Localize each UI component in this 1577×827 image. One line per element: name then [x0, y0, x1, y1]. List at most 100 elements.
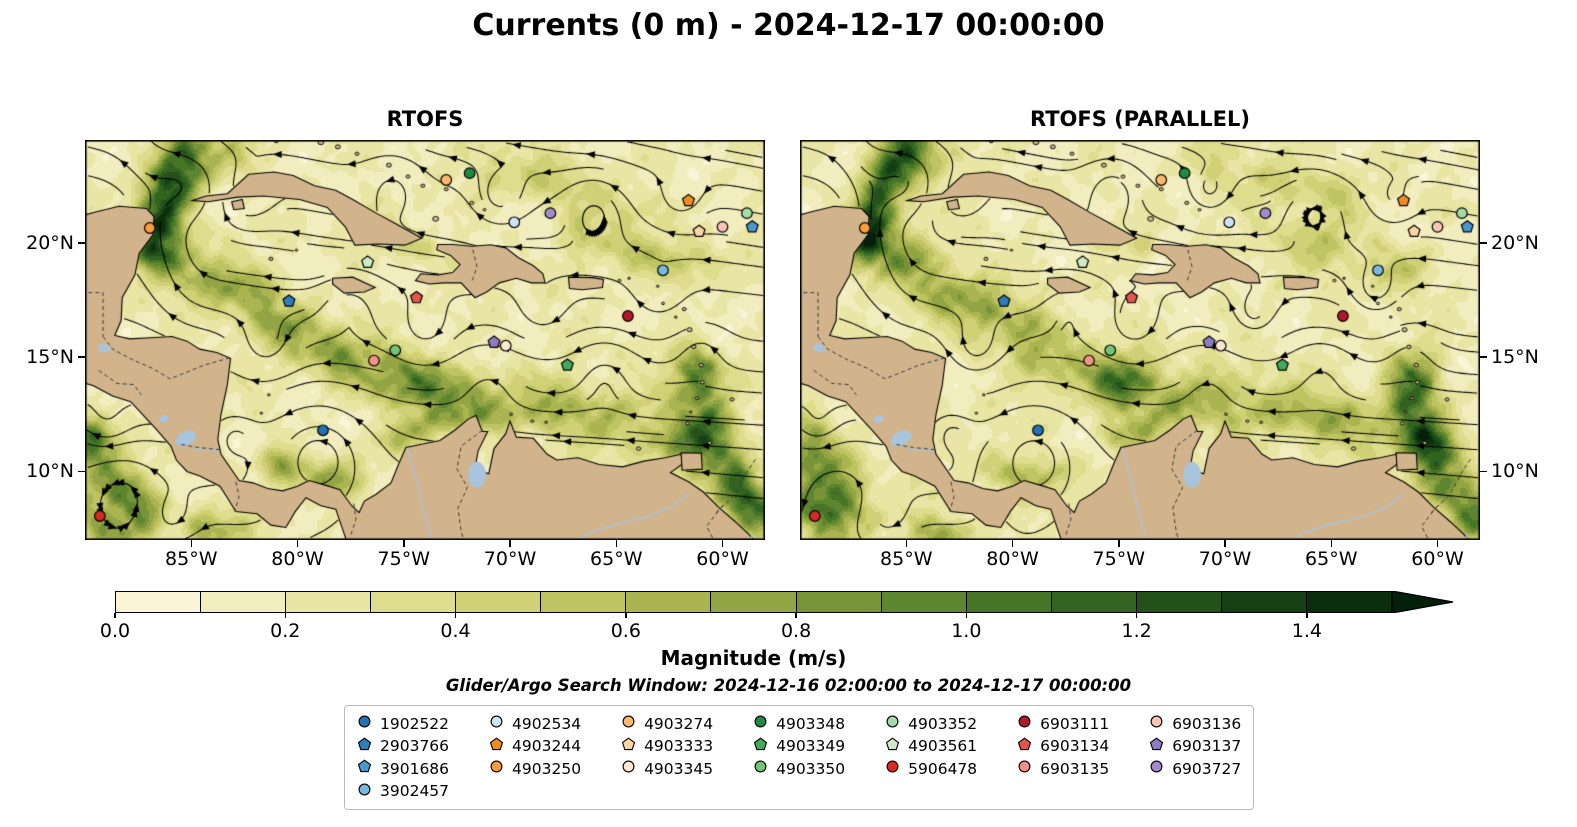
figure-title: Currents (0 m) - 2024-12-17 00:00:00 [472, 8, 1105, 43]
colorbar-tick-label: 0.2 [270, 620, 301, 642]
colorbar-segment [966, 592, 1052, 612]
lon-tick-label: 70°W [483, 548, 537, 570]
pentagon-marker-icon [1017, 737, 1032, 756]
lat-tick-label: 10°N [26, 460, 74, 483]
lon-tick [190, 540, 192, 547]
colorbar-tick [454, 613, 457, 618]
colorbar-tick [1306, 613, 1308, 618]
circle-marker-icon [1017, 714, 1032, 733]
lat-tick-label: 20°N [1491, 231, 1539, 254]
colorbar-segment [201, 592, 287, 612]
circle-marker-icon [1149, 714, 1164, 733]
pentagon-marker-icon [357, 737, 372, 756]
pentagon-marker-icon [885, 737, 900, 756]
legend-float-id: 1902522 [380, 714, 450, 733]
colorbar-tick-label: 0.6 [610, 620, 641, 642]
colorbar-segment [1306, 592, 1391, 612]
legend-item: 4902534 [489, 713, 581, 735]
legend-item: 4903349 [753, 736, 845, 758]
panel-rtofs: RTOFS 85°W 80°W 75°W 70°W 65°W 60°W 20°N 15°N 10… [26, 107, 765, 570]
legend-column: 4903348 4903349 4903350 [753, 713, 845, 802]
colorbar-segment [541, 592, 627, 612]
legend-item: 4903333 [621, 736, 713, 758]
lon-tick-label: 75°W [1092, 548, 1145, 570]
legend-item: 4903561 [885, 736, 977, 758]
legend-item: 5906478 [885, 758, 977, 780]
legend-item: 6903136 [1149, 713, 1241, 735]
colorbar-tick [965, 613, 968, 618]
lon-tick [403, 540, 405, 547]
lon-tick [296, 540, 299, 547]
lon-tick-label: 65°W [1305, 548, 1358, 570]
lon-tick [1436, 540, 1439, 547]
legend-float-id: 5906478 [908, 759, 978, 778]
legend-float-id: 6903137 [1172, 737, 1242, 756]
lon-tick-label: 60°W [1411, 548, 1464, 570]
lon-tick [615, 540, 617, 547]
legend-item: 4903250 [489, 758, 581, 780]
lon-tick [905, 540, 907, 547]
legend-item: 6903134 [1017, 736, 1109, 758]
circle-marker-icon [753, 714, 768, 733]
legend-float-id: 4903349 [776, 737, 846, 756]
colorbar [115, 591, 1392, 613]
lon-tick-label: 70°W [1198, 548, 1252, 570]
legend-item: 3901686 [357, 758, 449, 780]
circle-marker-icon [489, 759, 504, 778]
legend-item: 4903348 [753, 713, 845, 735]
lon-tick-label: 85°W [880, 548, 933, 570]
legend-column: 4903352 4903561 5906478 [885, 713, 977, 802]
circle-marker-icon [753, 759, 768, 778]
legend-item: 6903727 [1149, 758, 1241, 780]
colorbar-tick-label: 0.4 [440, 620, 471, 642]
map-canvas-rtofs-parallel [800, 140, 1480, 540]
legend-float-id: 4903350 [776, 759, 846, 778]
colorbar-tick [1135, 613, 1138, 618]
circle-marker-icon [885, 759, 900, 778]
pentagon-marker-icon [753, 737, 768, 756]
colorbar-tick-label: 1.2 [1121, 620, 1152, 642]
legend-float-id: 6903134 [1040, 737, 1110, 756]
legend-item: 1902522 [357, 713, 449, 735]
colorbar-segment [796, 592, 882, 612]
lon-tick [1330, 540, 1332, 547]
colorbar-segment [1051, 592, 1137, 612]
lon-tick-label: 80°W [986, 548, 1039, 570]
map-canvas-rtofs [85, 140, 765, 540]
pentagon-marker-icon [489, 737, 504, 756]
lat-tick [1480, 356, 1487, 358]
circle-marker-icon [357, 782, 372, 801]
legend-float-id: 6903727 [1172, 759, 1242, 778]
lat-tick-label: 20°N [26, 231, 74, 254]
lat-tick-label: 15°N [1491, 346, 1539, 369]
colorbar-segment [371, 592, 457, 612]
circle-marker-icon [621, 759, 636, 778]
legend-float-id: 2903766 [380, 737, 450, 756]
legend-float-id: 6903111 [1040, 714, 1110, 733]
colorbar-segment [1221, 592, 1307, 612]
legend-item: 6903137 [1149, 736, 1241, 758]
circle-marker-icon [1017, 759, 1032, 778]
circle-marker-icon [489, 714, 504, 733]
colorbar-segment [626, 592, 712, 612]
legend-column: 4903274 4903333 4903345 [621, 713, 713, 802]
colorbar-tick-label: 1.4 [1291, 620, 1322, 642]
lon-tick [721, 540, 724, 547]
lat-tick [1480, 242, 1487, 244]
lon-tick [1224, 540, 1226, 547]
circle-marker-icon [885, 714, 900, 733]
legend-item: 3902457 [357, 781, 449, 803]
colorbar-tick [625, 613, 627, 618]
colorbar-tick [795, 613, 797, 618]
legend-item: 4903274 [621, 713, 713, 735]
legend-item: 4903345 [621, 758, 713, 780]
legend-float-id: 4903345 [644, 759, 714, 778]
colorbar-segment [881, 592, 967, 612]
legend-float-id: 4903250 [512, 759, 582, 778]
lon-tick [1118, 540, 1120, 547]
panel-rtofs-parallel: RTOFS (PARALLEL) 85°W 80°W 75°W 70°W 65°W 60°… [800, 107, 1539, 570]
lon-tick-label: 75°W [377, 548, 430, 570]
legend-item: 6903135 [1017, 758, 1109, 780]
pentagon-marker-icon [357, 759, 372, 778]
colorbar-segment [1136, 592, 1222, 612]
